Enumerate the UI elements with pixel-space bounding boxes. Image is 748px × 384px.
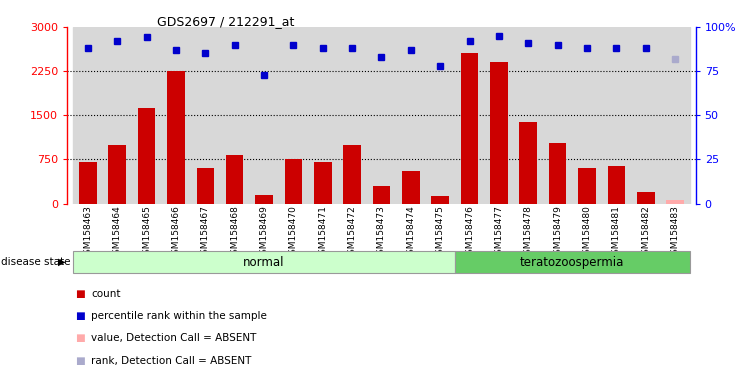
Bar [455, 251, 690, 273]
Bar [426, 27, 455, 204]
Bar [255, 195, 273, 204]
Bar [73, 251, 455, 273]
Bar [367, 27, 396, 204]
Text: teratozoospermia: teratozoospermia [520, 256, 625, 268]
Bar [108, 145, 126, 204]
Bar [249, 27, 279, 204]
Text: ■: ■ [75, 311, 85, 321]
Bar [432, 196, 449, 204]
Bar [607, 166, 625, 204]
Bar [162, 27, 191, 204]
Text: count: count [91, 289, 120, 299]
Text: rank, Detection Call = ABSENT: rank, Detection Call = ABSENT [91, 356, 251, 366]
Bar [519, 122, 537, 204]
Text: ▶: ▶ [58, 257, 66, 267]
Bar [197, 168, 214, 204]
Bar [402, 171, 420, 204]
Bar [167, 71, 185, 204]
Text: GDS2697 / 212291_at: GDS2697 / 212291_at [157, 15, 295, 28]
Bar [601, 27, 631, 204]
Bar [514, 27, 543, 204]
Text: ■: ■ [75, 289, 85, 299]
Bar [631, 27, 660, 204]
Bar [490, 62, 508, 204]
Bar [666, 200, 684, 204]
Bar [132, 27, 162, 204]
Bar [191, 27, 220, 204]
Text: normal: normal [243, 256, 285, 268]
Bar [543, 27, 572, 204]
Text: disease state: disease state [1, 257, 70, 267]
Bar [226, 155, 244, 204]
Bar [660, 27, 690, 204]
Bar [79, 162, 96, 204]
Bar [549, 144, 566, 204]
Text: value, Detection Call = ABSENT: value, Detection Call = ABSENT [91, 333, 257, 343]
Bar [343, 145, 361, 204]
Bar [461, 53, 479, 204]
Text: ■: ■ [75, 356, 85, 366]
Bar [284, 159, 302, 204]
Bar [396, 27, 426, 204]
Bar [637, 192, 654, 204]
Bar [484, 27, 514, 204]
Text: ■: ■ [75, 333, 85, 343]
Bar [314, 162, 331, 204]
Bar [308, 27, 337, 204]
Bar [572, 27, 601, 204]
Bar [102, 27, 132, 204]
Bar [373, 186, 390, 204]
Bar [578, 168, 596, 204]
Bar [220, 27, 249, 204]
Bar [337, 27, 367, 204]
Bar [455, 27, 484, 204]
Bar [138, 108, 156, 204]
Bar [279, 27, 308, 204]
Text: percentile rank within the sample: percentile rank within the sample [91, 311, 267, 321]
Bar [73, 27, 102, 204]
